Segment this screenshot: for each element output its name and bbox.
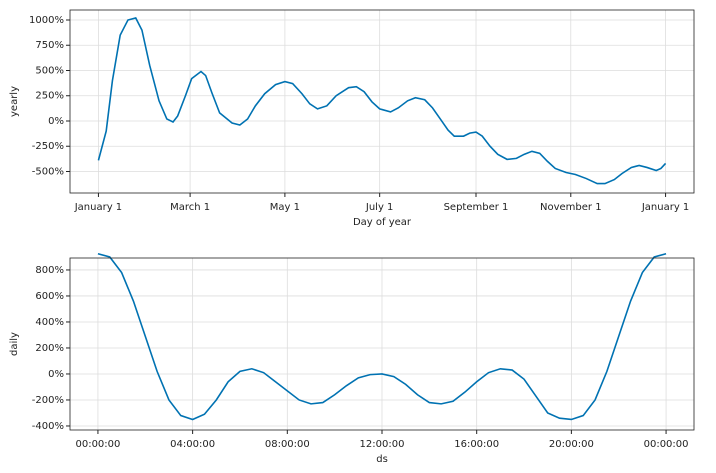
y-tick-label: 200% xyxy=(35,343,64,354)
x-tick-label: 00:00:00 xyxy=(644,439,689,450)
plot-frame xyxy=(69,257,695,431)
x-axis-title: ds xyxy=(376,454,388,465)
x-axis-title: Day of year xyxy=(353,217,412,228)
x-tick-label: 08:00:00 xyxy=(265,439,310,450)
line-series xyxy=(97,252,667,421)
x-tick-label: January 1 xyxy=(74,202,122,213)
y-tick-label: 600% xyxy=(35,291,64,302)
y-tick-label: 1000% xyxy=(29,15,64,26)
y-tick-label: -250% xyxy=(32,141,64,152)
x-tick-label: March 1 xyxy=(170,202,210,213)
y-tick-label: 800% xyxy=(35,265,64,276)
y-tick-label: -500% xyxy=(32,166,64,177)
y-axis-title: yearly xyxy=(9,86,20,117)
x-tick-label: May 1 xyxy=(270,202,300,213)
y-tick-label: -200% xyxy=(32,395,64,406)
y-tick-label: -400% xyxy=(32,421,64,432)
x-tick-label: 20:00:00 xyxy=(549,439,594,450)
y-tick-label: 400% xyxy=(35,317,64,328)
y-tick-label: 500% xyxy=(35,65,64,76)
y-axis-title: daily xyxy=(9,332,20,356)
x-tick-label: July 1 xyxy=(365,202,394,213)
x-tick-label: January 1 xyxy=(641,202,689,213)
x-tick-label: 16:00:00 xyxy=(454,439,499,450)
x-tick-label: November 1 xyxy=(540,202,602,213)
x-tick-label: September 1 xyxy=(444,202,509,213)
x-tick-label: 00:00:00 xyxy=(75,439,120,450)
y-tick-label: 0% xyxy=(48,369,64,380)
x-tick-label: 12:00:00 xyxy=(360,439,405,450)
line-series xyxy=(97,17,667,185)
y-tick-label: 0% xyxy=(48,116,64,127)
plot-frame xyxy=(69,9,695,194)
y-tick-label: 750% xyxy=(35,40,64,51)
x-tick-label: 04:00:00 xyxy=(170,439,215,450)
y-tick-label: 250% xyxy=(35,91,64,102)
